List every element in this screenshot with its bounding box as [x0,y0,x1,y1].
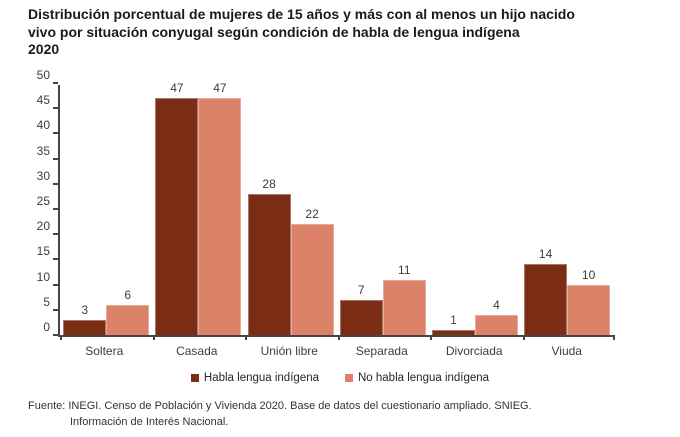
bar-groups: 3 6 47 47 28 22 7 11 1 4 14 10 [60,81,613,335]
bar-group-6: 14 10 [521,85,613,335]
y-axis-tick-label: 0 [43,320,50,334]
x-axis-tick [613,335,615,340]
x-axis-category-label: Divorciada [445,344,503,358]
bar-series-2 [198,98,242,335]
x-axis-tick [245,335,247,340]
bar-value-label: 3 [81,302,89,317]
bar-series-1 [339,299,383,335]
y-axis-tick [53,258,58,261]
x-axis-tick [152,335,155,340]
bar-series-1 [63,319,107,335]
x-axis-tick [60,335,62,340]
bar-series-2 [382,279,426,335]
bar-series-2 [106,304,150,335]
bar-series-2 [474,314,518,335]
bar-value-label: 28 [262,176,276,191]
y-axis-tick-label: 20 [36,219,50,234]
legend-item-habla: Habla lengua indígena [190,372,319,384]
x-axis-tick [522,335,525,340]
x-axis-category-label: Unión libre [260,344,318,358]
y-axis-tick-label: 15 [36,244,50,259]
source-note-line-2: Información de Interés Nacional. [70,415,229,428]
legend-label-no-habla: No habla lengua indígena [358,372,490,384]
y-axis-tick-label: 35 [36,143,50,158]
source-note-line-1: Fuente: INEGI. Censo de Población y Vivi… [28,400,532,412]
y-axis-tick [53,233,58,236]
bar-series-1 [155,98,199,335]
bar-value-label: 10 [581,267,596,282]
x-axis-tick [430,335,432,340]
x-axis-category-label: Casada [176,344,218,358]
legend-marker-no-habla-icon [345,374,353,382]
bar-series-1 [247,193,291,335]
y-axis-tick [53,157,58,160]
bar-value-label: 47 [213,81,227,96]
bar-value-label: 22 [305,207,319,222]
bar-value-label: 7 [357,282,365,297]
y-axis-tick [53,283,58,286]
bar-value-label: 4 [493,297,500,312]
x-axis-category-label: Viuda [551,344,582,358]
bar-value-label: 1 [450,312,457,327]
y-axis-tick [53,208,58,210]
bar-series-2 [290,224,334,335]
chart-title: Distribución porcentual de mujeres de 15… [28,6,668,59]
x-axis-tick [337,335,340,340]
x-axis-category-labels: Soltera Casada Unión libre Separada Divorcia… [58,344,613,358]
y-axis-tick [53,82,58,84]
bar-series-1 [524,264,568,335]
chart-title-line-3: 2020 [28,41,60,57]
legend: Habla lengua indígena No habla lengua in… [0,372,680,384]
x-axis-category-label: Soltera [85,344,124,358]
bar-value-label: 11 [398,262,411,277]
y-axis-tick-label: 50 [36,68,50,82]
bar-group-4: 7 11 [337,85,429,335]
bar-value-label: 47 [170,81,184,96]
chart-title-line-2: vivo por situación conyugal según condic… [28,23,520,40]
y-axis-tick [53,334,58,336]
legend-marker-habla-icon [190,374,199,382]
y-axis-tick [53,132,58,135]
x-axis-category-label: Separada [355,344,408,358]
bar-series-1 [431,329,475,335]
y-axis-tick-label: 40 [36,118,50,133]
y-axis-tick-label: 5 [43,294,50,309]
bar-value-label: 6 [124,287,132,302]
legend-label-habla: Habla lengua indígena [203,372,319,384]
legend-item-no-habla: No habla lengua indígena [345,372,489,384]
y-axis-tick [53,107,58,110]
source-note: Fuente: INEGI. Censo de Población y Vivi… [28,399,668,430]
y-axis-tick-label: 25 [36,194,50,208]
bar-value-label: 14 [538,247,553,262]
y-axis-tick-label: 10 [36,269,50,284]
plot-area: 3 6 47 47 28 22 7 11 1 4 14 10 0 5 10 15 20 25 30 35 40 45 50 [37,68,615,340]
y-axis-tick [53,308,58,311]
bar-group-2: 47 47 [152,81,244,335]
chart-title-line-1: Distribución porcentual de mujeres de 15… [28,6,575,22]
y-axis-tick-label: 45 [36,93,50,108]
y-axis-tick-label: 30 [36,168,50,183]
y-axis-tick [53,182,58,185]
bar-group-3: 28 22 [244,85,336,335]
bar-series-2 [567,284,611,335]
